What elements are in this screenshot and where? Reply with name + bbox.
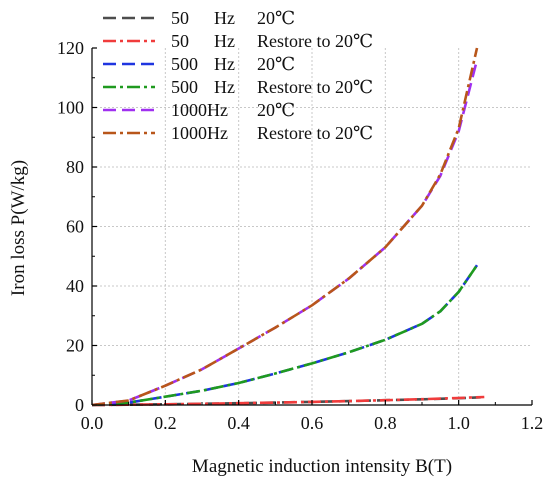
legend-condition-0: 20℃ <box>257 8 295 28</box>
x-tick-label: 0.8 <box>374 413 397 433</box>
legend-freq-2: 500 <box>171 54 198 74</box>
y-tick-label: 40 <box>66 276 84 296</box>
x-tick-label: 1.0 <box>447 413 470 433</box>
series-layer <box>91 47 485 407</box>
x-tick-label: 0.2 <box>154 413 177 433</box>
y-axis-label: Iron loss P(W/kg) <box>8 160 29 296</box>
legend-unit-0: Hz <box>214 8 235 28</box>
grid-layer <box>92 48 532 405</box>
y-tick-label: 0 <box>75 395 84 415</box>
axes-layer: 0.0 0.2 0.4 0.6 0.8 1.0 1.2 0 20 40 60 80 100 120 <box>57 38 543 433</box>
x-tick-label: 0.4 <box>227 413 250 433</box>
series-line-3 <box>91 264 479 407</box>
legend-condition-4: 20℃ <box>257 100 295 120</box>
legend-layer: 50 Hz 20℃ 50 Hz Restore to 20℃ 500 Hz 20℃ 500 Hz Re… <box>103 8 373 143</box>
legend-condition-2: 20℃ <box>257 54 295 74</box>
legend-condition-1: Restore to 20℃ <box>257 31 373 51</box>
legend-freq-4: 1000Hz <box>171 100 228 120</box>
x-tick-label: 0.0 <box>81 413 104 433</box>
legend-freq-5: 1000Hz <box>171 123 228 143</box>
y-tick-label: 120 <box>57 38 84 58</box>
x-tick-label: 1.2 <box>521 413 544 433</box>
x-tick-label: 0.6 <box>301 413 324 433</box>
legend-unit-1: Hz <box>214 31 235 51</box>
series-line-5 <box>91 47 479 407</box>
legend-unit-3: Hz <box>214 77 235 97</box>
y-tick-label: 20 <box>66 336 84 356</box>
x-axis-label: Magnetic induction intensity B(T) <box>192 456 452 477</box>
legend-freq-3: 500 <box>171 77 198 97</box>
legend-freq-0: 50 <box>171 8 189 28</box>
legend-freq-1: 50 <box>171 31 189 51</box>
series-line-1 <box>91 395 485 407</box>
y-tick-label: 80 <box>66 157 84 177</box>
legend-condition-3: Restore to 20℃ <box>257 77 373 97</box>
legend-unit-2: Hz <box>214 54 235 74</box>
legend-condition-5: Restore to 20℃ <box>257 123 373 143</box>
y-tick-label: 60 <box>66 217 84 237</box>
y-tick-label: 100 <box>57 98 84 118</box>
